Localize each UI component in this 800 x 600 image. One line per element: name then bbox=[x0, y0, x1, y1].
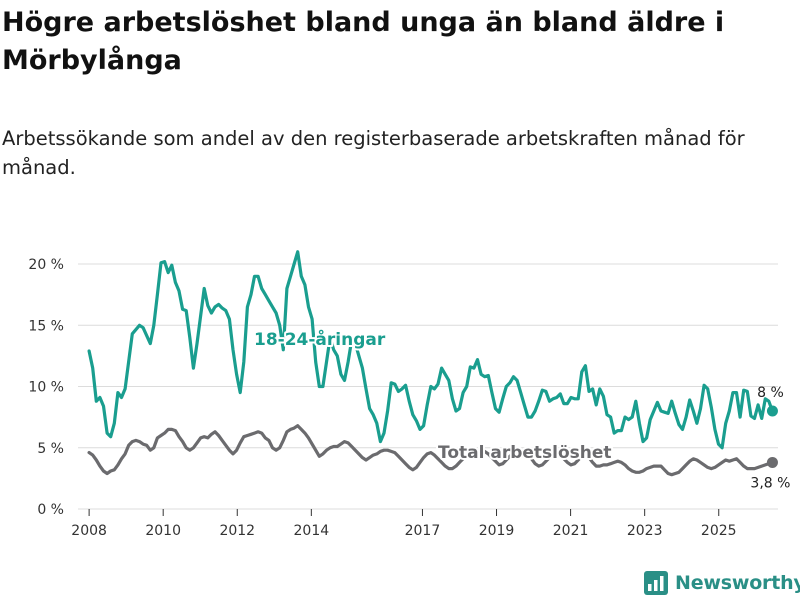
y-tick-label: 5 % bbox=[37, 441, 64, 457]
x-tick-label: 2008 bbox=[71, 523, 107, 539]
y-axis-ticks: 0 % 5 % 10 % 15 % 20 % bbox=[28, 257, 64, 518]
x-tick-label: 2012 bbox=[219, 523, 255, 539]
y-tick-label: 15 % bbox=[28, 318, 64, 334]
end-marker-youth bbox=[766, 405, 778, 417]
series-label-total-halo: Total arbetslöshet bbox=[438, 443, 612, 463]
chart-title: Högre arbetslöshet bland unga än bland ä… bbox=[2, 7, 725, 76]
series-line-youth bbox=[87, 250, 774, 450]
end-value-total: 3,8 % bbox=[750, 475, 790, 491]
brand-logo: Newsworthy bbox=[644, 569, 800, 597]
end-marker-total bbox=[766, 456, 778, 468]
series-label-youth: 18-24-åringar bbox=[254, 328, 386, 350]
series-lines bbox=[87, 250, 778, 477]
x-tick-label: 2025 bbox=[701, 523, 737, 539]
grid-lines bbox=[78, 263, 778, 510]
series-label-youth-halo: 18-24-åringar bbox=[254, 328, 386, 350]
x-tick-label: 2021 bbox=[553, 523, 589, 539]
x-tick-label: 2023 bbox=[627, 523, 663, 539]
series-label-total: Total arbetslöshet bbox=[438, 443, 612, 463]
x-tick-label: 2017 bbox=[405, 523, 441, 539]
x-tick-label: 2014 bbox=[294, 523, 330, 539]
x-axis-ticks: 2008 2010 2012 2014 2017 2019 2021 2023 2025 bbox=[71, 509, 737, 539]
y-tick-label: 10 % bbox=[28, 380, 64, 396]
series-line-total bbox=[87, 424, 774, 477]
chart-subtitle: Arbetssökande som andel av den registerb… bbox=[2, 127, 745, 179]
y-tick-label: 20 % bbox=[28, 257, 64, 273]
x-tick-label: 2010 bbox=[145, 523, 181, 539]
bar-chart-icon bbox=[644, 571, 668, 595]
brand-name: Newsworthy bbox=[675, 572, 800, 594]
y-tick-label: 0 % bbox=[37, 502, 64, 518]
end-value-youth: 8 % bbox=[757, 385, 784, 401]
x-tick-label: 2019 bbox=[479, 523, 515, 539]
